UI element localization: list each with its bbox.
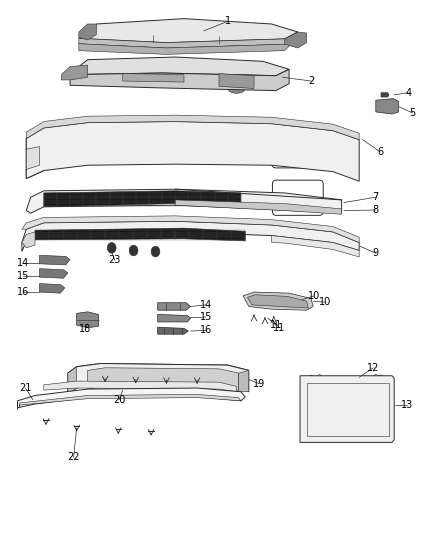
Text: 2: 2 bbox=[308, 76, 314, 86]
Polygon shape bbox=[26, 128, 44, 179]
Polygon shape bbox=[22, 221, 359, 252]
Polygon shape bbox=[158, 303, 191, 310]
Text: 10: 10 bbox=[308, 291, 321, 301]
Polygon shape bbox=[68, 364, 249, 394]
Polygon shape bbox=[39, 255, 70, 265]
Polygon shape bbox=[26, 147, 39, 169]
Circle shape bbox=[307, 429, 314, 437]
Polygon shape bbox=[26, 189, 342, 213]
Polygon shape bbox=[79, 32, 298, 48]
Polygon shape bbox=[77, 312, 99, 328]
Polygon shape bbox=[39, 284, 65, 293]
Polygon shape bbox=[44, 381, 237, 392]
Text: 14: 14 bbox=[200, 300, 212, 310]
Polygon shape bbox=[88, 368, 239, 391]
Circle shape bbox=[129, 245, 138, 256]
Circle shape bbox=[378, 375, 385, 384]
Polygon shape bbox=[61, 65, 88, 80]
Text: 15: 15 bbox=[200, 312, 212, 322]
Polygon shape bbox=[70, 57, 289, 76]
Text: 12: 12 bbox=[367, 363, 379, 373]
Polygon shape bbox=[26, 122, 359, 181]
Text: 11: 11 bbox=[273, 323, 286, 333]
Polygon shape bbox=[70, 69, 289, 91]
Polygon shape bbox=[79, 24, 96, 40]
Text: 5: 5 bbox=[410, 108, 416, 118]
Polygon shape bbox=[381, 93, 389, 97]
Text: 21: 21 bbox=[19, 383, 32, 393]
Polygon shape bbox=[68, 367, 77, 394]
Text: 23: 23 bbox=[109, 255, 121, 265]
Polygon shape bbox=[35, 228, 245, 241]
Text: 9: 9 bbox=[373, 248, 379, 258]
Text: 16: 16 bbox=[17, 287, 29, 297]
Polygon shape bbox=[243, 292, 313, 310]
Polygon shape bbox=[175, 200, 342, 214]
Polygon shape bbox=[300, 376, 394, 442]
Polygon shape bbox=[272, 236, 359, 257]
Polygon shape bbox=[158, 327, 188, 334]
Polygon shape bbox=[68, 364, 249, 377]
Polygon shape bbox=[39, 269, 68, 278]
Polygon shape bbox=[376, 99, 399, 114]
Circle shape bbox=[151, 246, 160, 257]
Polygon shape bbox=[79, 37, 298, 54]
Polygon shape bbox=[239, 370, 249, 392]
Polygon shape bbox=[26, 115, 359, 140]
Text: 16: 16 bbox=[200, 326, 212, 335]
Polygon shape bbox=[219, 74, 254, 88]
Text: 4: 4 bbox=[405, 88, 411, 98]
Text: 13: 13 bbox=[401, 400, 413, 410]
Polygon shape bbox=[18, 388, 245, 409]
Circle shape bbox=[307, 375, 314, 384]
Ellipse shape bbox=[228, 84, 245, 93]
Polygon shape bbox=[44, 191, 241, 207]
Circle shape bbox=[378, 403, 385, 412]
Text: 20: 20 bbox=[113, 395, 125, 405]
Polygon shape bbox=[22, 216, 359, 243]
Circle shape bbox=[378, 429, 385, 437]
Text: 10: 10 bbox=[319, 297, 331, 307]
Polygon shape bbox=[158, 314, 191, 322]
Circle shape bbox=[107, 243, 116, 253]
Text: 14: 14 bbox=[17, 258, 29, 268]
Polygon shape bbox=[22, 232, 35, 248]
Text: 19: 19 bbox=[253, 379, 265, 389]
Polygon shape bbox=[79, 19, 298, 43]
Text: 6: 6 bbox=[377, 147, 383, 157]
Text: 8: 8 bbox=[373, 205, 379, 215]
Text: 15: 15 bbox=[17, 271, 29, 281]
Ellipse shape bbox=[228, 69, 245, 78]
Polygon shape bbox=[123, 74, 184, 82]
Polygon shape bbox=[285, 32, 307, 48]
Circle shape bbox=[307, 403, 314, 412]
Text: 22: 22 bbox=[67, 453, 80, 462]
Text: 1: 1 bbox=[225, 17, 231, 26]
Text: 11: 11 bbox=[270, 320, 282, 330]
Text: 18: 18 bbox=[79, 325, 92, 334]
Polygon shape bbox=[247, 295, 308, 308]
Text: 7: 7 bbox=[373, 192, 379, 202]
Polygon shape bbox=[20, 394, 241, 407]
